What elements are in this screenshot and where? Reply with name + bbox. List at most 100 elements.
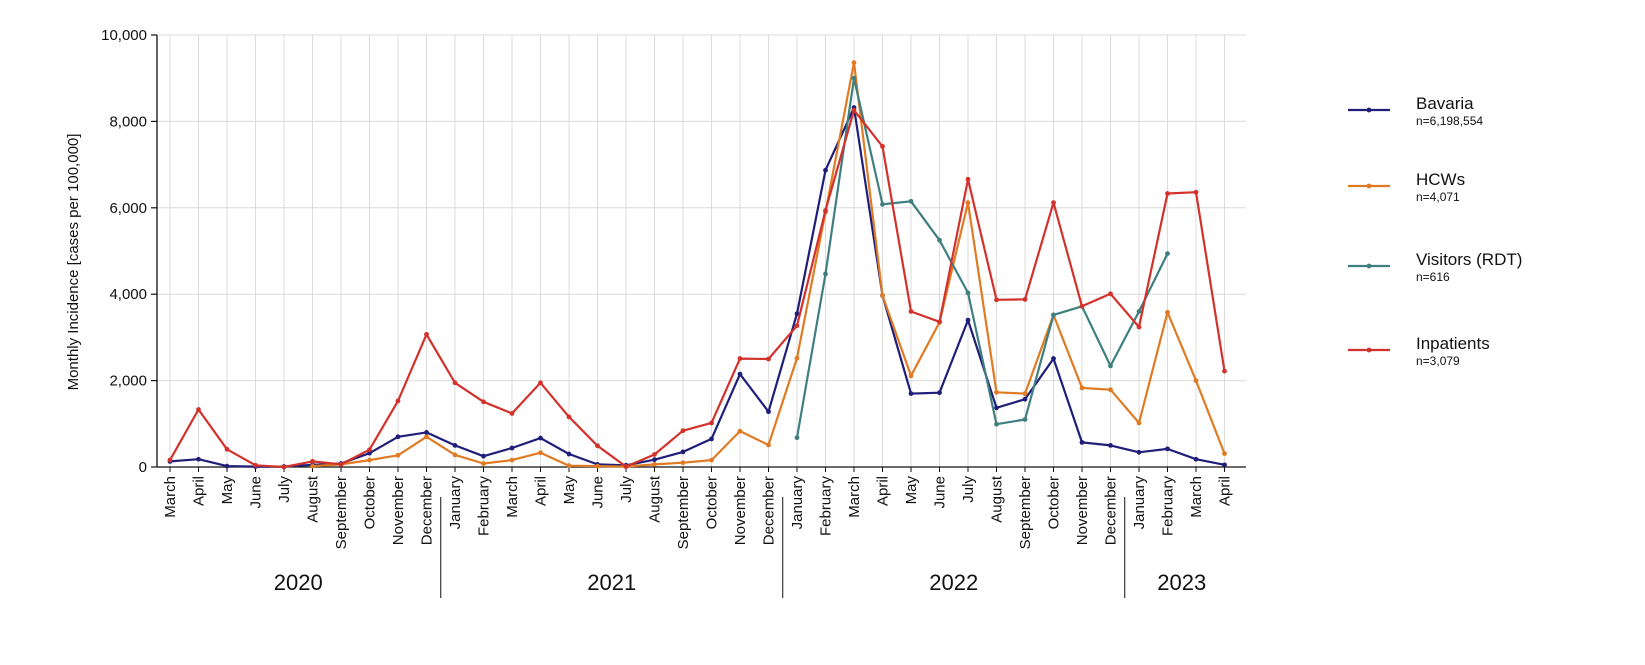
data-point-visitors-rdt bbox=[823, 271, 828, 277]
legend-marker bbox=[1366, 183, 1372, 189]
data-point-inpatients bbox=[452, 380, 458, 386]
x-tick-label: October bbox=[704, 476, 721, 529]
x-tick-label: July bbox=[276, 476, 293, 503]
data-point-visitors-rdt bbox=[908, 198, 914, 204]
data-point-inpatients bbox=[880, 144, 885, 149]
series-visitors-rdt bbox=[794, 75, 1170, 441]
y-tick-label: 10,000 bbox=[101, 27, 147, 44]
grid-layer bbox=[157, 34, 1246, 468]
y-tick-label: 6,000 bbox=[109, 200, 147, 217]
data-point-inpatients bbox=[709, 420, 714, 426]
data-point-bavaria bbox=[908, 391, 914, 396]
data-point-inpatients bbox=[794, 323, 800, 329]
legend-marker bbox=[1366, 347, 1372, 353]
x-tick-label: January bbox=[1131, 476, 1148, 530]
data-point-bavaria bbox=[509, 445, 515, 451]
data-point-bavaria bbox=[994, 405, 999, 411]
x-tick-label: November bbox=[390, 476, 407, 545]
legend-marker bbox=[1366, 107, 1372, 113]
data-point-visitors-rdt bbox=[1136, 309, 1142, 314]
x-tick-label: March bbox=[1188, 476, 1205, 518]
data-point-hcws bbox=[1079, 385, 1085, 391]
data-point-bavaria bbox=[766, 409, 771, 415]
data-point-hcws bbox=[851, 60, 857, 66]
x-tick-label: January bbox=[789, 476, 806, 530]
x-tick-label: September bbox=[675, 476, 692, 549]
data-point-inpatients bbox=[1136, 324, 1142, 330]
data-point-inpatients bbox=[281, 464, 287, 470]
data-point-inpatients bbox=[1051, 200, 1056, 206]
year-group-labels: 2020 2021 2022 2023 bbox=[274, 497, 1206, 598]
data-point-inpatients bbox=[1222, 368, 1227, 374]
series-layer bbox=[167, 60, 1227, 470]
y-axis-title: Monthly Incidence [cases per 100,000] bbox=[65, 134, 82, 391]
data-point-hcws bbox=[1193, 378, 1199, 383]
data-point-bavaria bbox=[937, 390, 942, 396]
series-inpatients bbox=[167, 107, 1227, 470]
x-tick-label: December bbox=[761, 476, 778, 545]
year-label-2023: 2023 bbox=[1157, 570, 1206, 595]
data-point-bavaria bbox=[965, 317, 971, 323]
data-point-hcws bbox=[994, 389, 999, 395]
year-label-2022: 2022 bbox=[929, 570, 978, 595]
data-point-inpatients bbox=[680, 428, 686, 434]
data-point-visitors-rdt bbox=[1051, 312, 1056, 318]
axis-layer bbox=[151, 34, 1246, 472]
data-point-bavaria bbox=[1165, 446, 1170, 452]
data-point-bavaria bbox=[652, 457, 657, 463]
data-point-inpatients bbox=[509, 411, 515, 416]
x-tick-label: October bbox=[1046, 476, 1063, 529]
data-point-inpatients bbox=[937, 319, 942, 325]
data-point-bavaria bbox=[680, 449, 686, 455]
x-tick-label: December bbox=[419, 476, 436, 545]
x-tick-label: February bbox=[476, 476, 493, 537]
data-point-inpatients bbox=[766, 356, 771, 362]
data-point-hcws bbox=[737, 428, 743, 434]
data-point-visitors-rdt bbox=[994, 421, 999, 427]
y-tick-label: 2,000 bbox=[109, 373, 147, 390]
x-tick-label: April bbox=[875, 476, 892, 506]
x-tick-label: June bbox=[590, 476, 607, 509]
data-point-bavaria bbox=[196, 456, 201, 462]
data-point-visitors-rdt bbox=[851, 75, 857, 81]
data-point-inpatients bbox=[367, 447, 372, 453]
data-point-bavaria bbox=[1136, 449, 1142, 455]
legend-marker bbox=[1366, 263, 1372, 269]
data-point-bavaria bbox=[1193, 456, 1199, 462]
data-point-bavaria bbox=[1108, 443, 1113, 448]
x-tick-label: May bbox=[219, 476, 236, 505]
x-tick-label: November bbox=[1074, 476, 1091, 545]
data-point-hcws bbox=[652, 462, 657, 467]
x-tick-label: December bbox=[1103, 476, 1120, 545]
data-point-hcws bbox=[766, 442, 771, 448]
x-tick-label: March bbox=[162, 476, 179, 518]
legend-count: n=616 bbox=[1416, 270, 1450, 284]
data-point-hcws bbox=[424, 434, 429, 440]
x-tick-label: April bbox=[533, 476, 550, 506]
legend-item-visitors-rdt: Visitors (RDT)n=616 bbox=[1348, 250, 1522, 284]
data-point-hcws bbox=[1108, 387, 1113, 393]
data-point-inpatients bbox=[1079, 303, 1085, 309]
data-point-bavaria bbox=[367, 450, 372, 456]
data-point-hcws bbox=[1165, 309, 1170, 315]
data-point-inpatients bbox=[338, 462, 344, 467]
data-point-inpatients bbox=[908, 309, 914, 314]
data-point-hcws bbox=[452, 452, 458, 458]
data-point-inpatients bbox=[1108, 291, 1113, 297]
data-point-hcws bbox=[538, 450, 543, 456]
data-point-hcws bbox=[566, 463, 572, 469]
series-line-inpatients bbox=[168, 109, 1226, 469]
data-point-inpatients bbox=[851, 107, 857, 113]
data-point-hcws bbox=[680, 460, 686, 466]
data-point-hcws bbox=[794, 355, 800, 361]
data-point-bavaria bbox=[1079, 439, 1085, 445]
data-point-bavaria bbox=[224, 463, 230, 469]
data-point-inpatients bbox=[1193, 189, 1199, 195]
data-point-bavaria bbox=[481, 453, 486, 459]
data-point-bavaria bbox=[794, 311, 800, 317]
x-tick-label: November bbox=[732, 476, 749, 545]
data-point-inpatients bbox=[196, 407, 201, 412]
data-point-bavaria bbox=[424, 430, 429, 435]
